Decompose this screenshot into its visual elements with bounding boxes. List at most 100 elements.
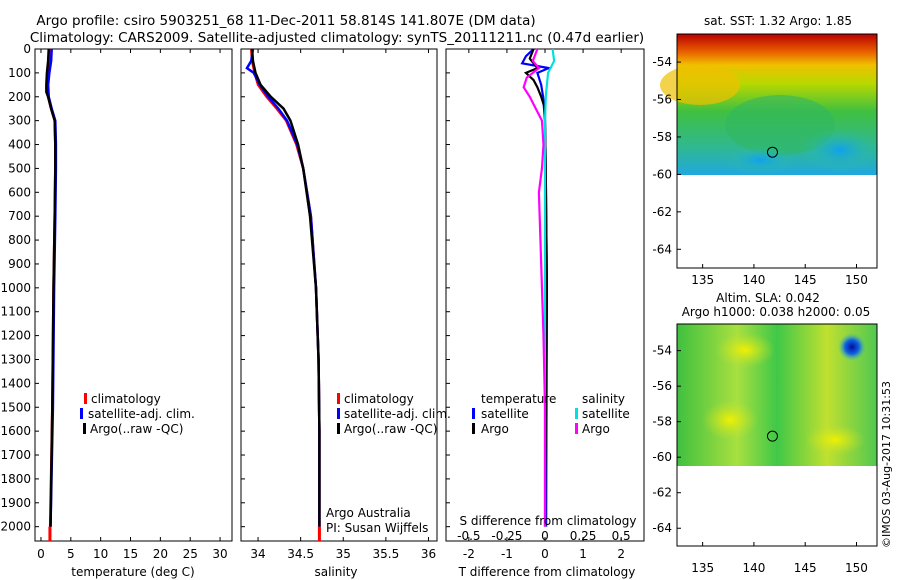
map-y-tick-label: -58 bbox=[652, 415, 672, 429]
depth-tick-label: 2000 bbox=[0, 520, 31, 534]
legend-title-salinity: salinity bbox=[582, 392, 625, 406]
sst-nodata-area bbox=[677, 175, 877, 268]
legend-swatch-satellite bbox=[337, 408, 340, 419]
credit-pi: PI: Susan Wijffels bbox=[326, 521, 428, 535]
legend-swatch-t-argo bbox=[472, 423, 475, 434]
series-line-argo-raw-qc- bbox=[45, 48, 57, 527]
legend-label-climatology: climatology bbox=[344, 392, 414, 406]
x-tick-label: 30 bbox=[212, 547, 227, 561]
map-x-tick-label: 140 bbox=[742, 561, 765, 575]
salinity-axis-label: salinity bbox=[314, 565, 357, 579]
legend-swatch-s-satellite bbox=[575, 408, 578, 419]
sst-cold-patch bbox=[725, 146, 795, 174]
depth-axis: 0 100 200 300 400 500 600 700 800 900 1000 1100 1200… bbox=[0, 42, 450, 534]
sst-map bbox=[660, 33, 880, 269]
map-x-tick-label: 145 bbox=[794, 561, 817, 575]
sla-map bbox=[676, 323, 878, 547]
x-tick-label: 25 bbox=[183, 547, 198, 561]
x-tick-label: 5 bbox=[67, 547, 75, 561]
map-y-tick-label: -64 bbox=[652, 521, 672, 535]
sla-high-patch bbox=[805, 424, 865, 456]
salinity-x-axis: 34 34.5 35 35.5 36 bbox=[250, 49, 436, 561]
difference-series bbox=[520, 48, 556, 527]
sst-cold-patch bbox=[800, 128, 880, 172]
legend-swatch-argo bbox=[83, 423, 86, 434]
legend-label-s-satellite: satellite bbox=[582, 407, 630, 421]
salinity-legend: climatology satellite-adj. clim. Argo(..… bbox=[337, 392, 451, 436]
legend-label-argo: Argo(..raw -QC) bbox=[90, 422, 183, 436]
legend-title-temperature: temperature bbox=[481, 392, 556, 406]
x-tick-label: 1 bbox=[579, 547, 587, 561]
depth-tick-label: 1000 bbox=[0, 281, 31, 295]
depth-tick-label: 1100 bbox=[0, 305, 31, 319]
depth-tick-label: 400 bbox=[8, 138, 31, 152]
temperature-x-axis: 0 5 10 15 20 25 30 bbox=[37, 49, 228, 561]
sla-nodata-area bbox=[677, 466, 877, 546]
series-line-t-argo bbox=[523, 48, 549, 527]
sla-map-axes: 135 140 145 150 -54 -56 -58 -60 -62 -64 bbox=[652, 344, 868, 575]
legend-swatch-s-argo bbox=[575, 423, 578, 434]
series-line-climatology bbox=[249, 48, 321, 541]
depth-tick-label: 700 bbox=[8, 209, 31, 223]
x-tick-label: 0 bbox=[37, 547, 45, 561]
legend-label-satellite: satellite-adj. clim. bbox=[344, 407, 451, 421]
depth-tick-label: 1500 bbox=[0, 400, 31, 414]
x-tick-label: 34 bbox=[250, 547, 265, 561]
legend-swatch-t-satellite bbox=[472, 408, 475, 419]
sla-map-title-line2: Argo h1000: 0.038 h2000: 0.05 bbox=[682, 305, 871, 319]
map-x-tick-label: 145 bbox=[794, 273, 817, 287]
x-tick-label: -1 bbox=[501, 547, 513, 561]
temperature-series bbox=[45, 48, 58, 542]
x-tick-label: -2 bbox=[463, 547, 475, 561]
x-tick-label: 0 bbox=[541, 547, 549, 561]
salinity-series bbox=[245, 48, 321, 541]
depth-tick-label: 600 bbox=[8, 185, 31, 199]
map-x-tick-label: 135 bbox=[691, 561, 714, 575]
map-y-tick-label: -56 bbox=[652, 93, 672, 107]
x-tick-label: 36 bbox=[421, 547, 436, 561]
difference-x-axis: -2 -1 0 1 2 -0.5 -0.25 0 0.25 0.5 bbox=[457, 49, 631, 561]
depth-tick-label: 500 bbox=[8, 161, 31, 175]
legend-label-climatology: climatology bbox=[91, 392, 161, 406]
depth-tick-label: 1900 bbox=[0, 496, 31, 510]
map-x-tick-label: 150 bbox=[845, 561, 868, 575]
legend-swatch-satellite bbox=[80, 408, 83, 419]
map-y-tick-label: -58 bbox=[652, 130, 672, 144]
figure-title-line1: Argo profile: csiro 5903251_68 11-Dec-20… bbox=[36, 13, 535, 29]
sst-warm-patch bbox=[660, 65, 740, 105]
legend-label-t-argo: Argo bbox=[481, 422, 509, 436]
series-line-argo-raw-qc- bbox=[250, 48, 321, 527]
temperature-panel-frame bbox=[34, 48, 233, 542]
sst-map-axes: 135 140 145 150 -54 -56 -58 -60 -62 -64 bbox=[652, 55, 868, 287]
map-y-tick-label: -60 bbox=[652, 450, 672, 464]
argo-float-marker bbox=[766, 146, 778, 158]
depth-tick-label: 200 bbox=[8, 90, 31, 104]
map-x-tick-label: 150 bbox=[845, 273, 868, 287]
sla-low-eddy bbox=[838, 333, 866, 361]
sst-map-title: sat. SST: 1.32 Argo: 1.85 bbox=[704, 14, 852, 28]
map-x-tick-label: 140 bbox=[742, 273, 765, 287]
series-line-s-argo bbox=[522, 48, 547, 527]
s-tick-label: 0 bbox=[541, 529, 549, 543]
map-y-tick-label: -64 bbox=[652, 242, 672, 256]
depth-tick-label: 1400 bbox=[0, 376, 31, 390]
legend-swatch-climatology bbox=[337, 393, 340, 404]
legend-swatch-argo bbox=[337, 423, 340, 434]
map-x-tick-label: 135 bbox=[691, 273, 714, 287]
sla-high-patch bbox=[702, 400, 758, 440]
legend-label-s-argo: Argo bbox=[582, 422, 610, 436]
sla-high-patch bbox=[715, 332, 775, 368]
map-y-tick-label: -60 bbox=[652, 167, 672, 181]
x-tick-label: 20 bbox=[153, 547, 168, 561]
depth-tick-label: 0 bbox=[23, 42, 31, 56]
s-tick-label: -0.5 bbox=[457, 529, 480, 543]
difference-legend: temperature salinity satellite Argo sate… bbox=[472, 392, 630, 436]
x-tick-label: 35.5 bbox=[373, 547, 400, 561]
credit-organisation: Argo Australia bbox=[326, 506, 411, 520]
map-y-tick-label: -54 bbox=[652, 55, 672, 69]
s-tick-label: -0.25 bbox=[491, 529, 522, 543]
depth-tick-label: 100 bbox=[8, 66, 31, 80]
map-y-tick-label: -54 bbox=[652, 344, 672, 358]
series-line-s-satellite bbox=[543, 48, 556, 527]
depth-tick-label: 1200 bbox=[0, 329, 31, 343]
